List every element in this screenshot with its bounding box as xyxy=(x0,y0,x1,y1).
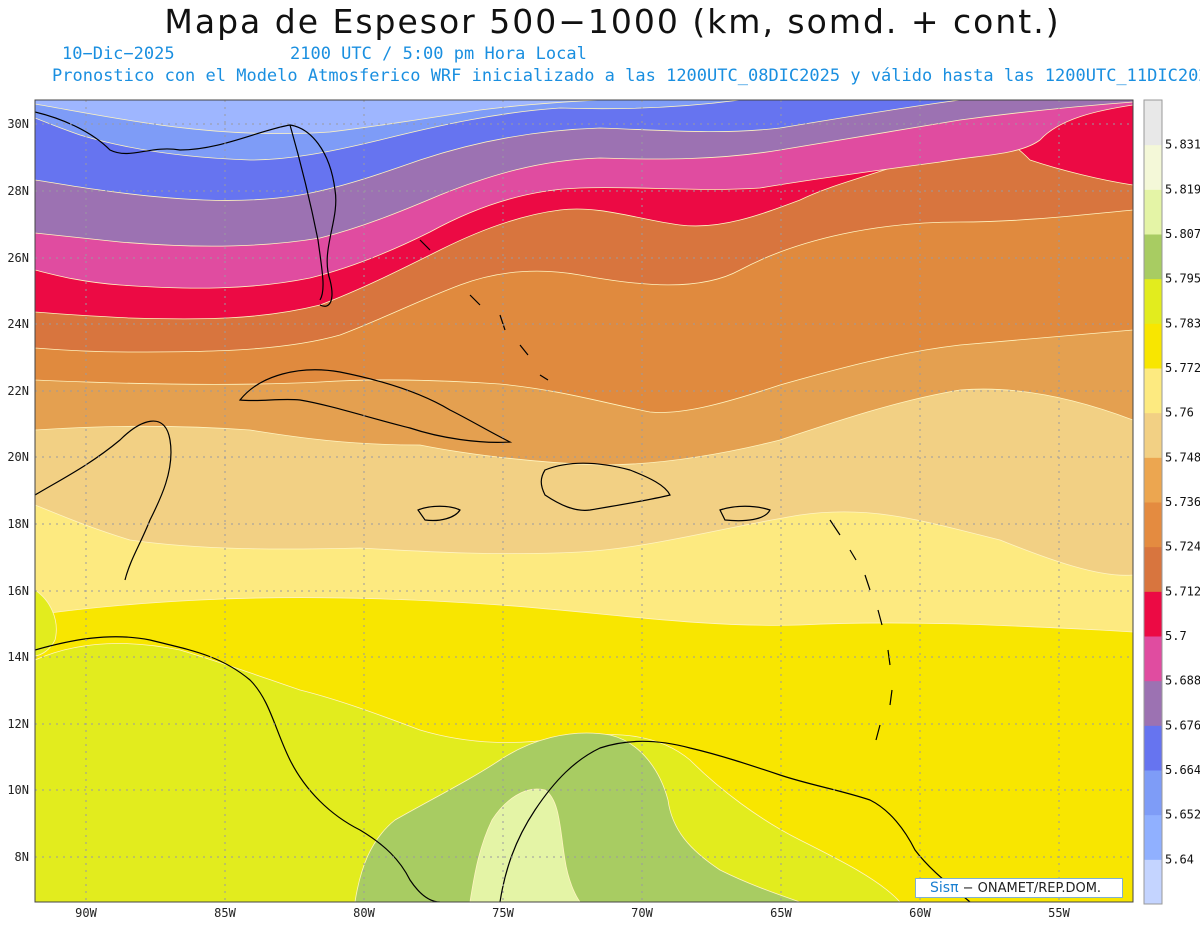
lat-tick: 10N xyxy=(7,783,29,797)
colorbar-label: 5.76 xyxy=(1165,406,1194,420)
central-america xyxy=(35,636,441,902)
lon-tick: 75W xyxy=(492,906,514,920)
colorbar-swatch xyxy=(1144,278,1162,324)
colorbar-label: 5.736 xyxy=(1165,495,1200,509)
lon-tick: 55W xyxy=(1048,906,1070,920)
lat-tick: 14N xyxy=(7,650,29,664)
band-5.783 xyxy=(35,643,901,902)
colorbar-swatch xyxy=(1144,323,1162,369)
lon-tick: 70W xyxy=(631,906,653,920)
cuba xyxy=(238,369,513,443)
colorbar-swatch xyxy=(1144,234,1162,280)
south-america-coast xyxy=(499,740,971,902)
colorbar-label: 5.772 xyxy=(1165,361,1200,375)
colorbar-label: 5.807 xyxy=(1165,227,1200,241)
colorbar-swatch xyxy=(1144,144,1162,190)
colorbar-label: 5.712 xyxy=(1165,584,1200,598)
colorbar-swatch xyxy=(1144,725,1162,771)
lat-tick: 8N xyxy=(15,850,29,864)
colorbar-frame xyxy=(1143,99,1163,905)
jamaica xyxy=(417,505,461,522)
band-5.807 xyxy=(469,788,581,902)
yucatan xyxy=(35,420,172,581)
colorbar-swatch xyxy=(1144,680,1162,726)
colorbar-swatch xyxy=(1144,814,1162,860)
lon-tick: 80W xyxy=(353,906,375,920)
colorbar-label: 5.783 xyxy=(1165,316,1200,330)
lon-tick: 65W xyxy=(770,906,792,920)
colorbar-swatch xyxy=(1144,859,1162,905)
colorbar-label: 5.7 xyxy=(1165,629,1187,643)
lon-tick: 60W xyxy=(909,906,931,920)
gulf-coast xyxy=(35,111,337,307)
colorbar-swatch xyxy=(1144,457,1162,503)
lon-tick: 85W xyxy=(214,906,236,920)
colorbar-swatch xyxy=(1144,100,1162,146)
map-frame xyxy=(34,99,1134,903)
colorbar-label: 5.819 xyxy=(1165,182,1200,196)
colorbar-label: 5.831 xyxy=(1165,138,1200,152)
lat-tick: 30N xyxy=(7,117,29,131)
sispi-logo: Sisπ xyxy=(930,880,959,896)
thickness-bands xyxy=(35,100,1133,902)
lat-tick: 24N xyxy=(7,317,29,331)
lat-tick: 18N xyxy=(7,517,29,531)
colorbar-label: 5.652 xyxy=(1165,808,1200,822)
lat-axis: 30N 28N 26N 24N 22N 20N 18N 16N 14N 12N … xyxy=(7,117,29,864)
bahamas xyxy=(419,239,549,381)
colorbar-swatch xyxy=(1144,770,1162,816)
lat-tick: 26N xyxy=(7,251,29,265)
lat-tick: 16N xyxy=(7,584,29,598)
colorbar-swatch xyxy=(1144,189,1162,235)
colorbar-label: 5.64 xyxy=(1165,852,1194,866)
lat-tick: 20N xyxy=(7,450,29,464)
map-title: Mapa de Espesor 500−1000 (km, somd. + co… xyxy=(164,2,1061,41)
colorbar-swatch xyxy=(1144,591,1162,637)
credit-text: − ONAMET/REP.DOM. xyxy=(962,881,1102,896)
credit-box: Sisπ − ONAMET/REP.DOM. xyxy=(915,878,1123,898)
colorbar-swatch xyxy=(1144,412,1162,458)
colorbar-label: 5.688 xyxy=(1165,674,1200,688)
colorbar-label: 5.795 xyxy=(1165,272,1200,286)
colorbar-label: 5.664 xyxy=(1165,763,1200,777)
band-warm-west xyxy=(35,589,57,657)
colorbar-swatch xyxy=(1144,368,1162,414)
forecast-time: 2100 UTC / 5:00 pm Hora Local xyxy=(290,44,587,64)
colorbar-swatch xyxy=(1144,502,1162,548)
colorbar-label: 5.748 xyxy=(1165,450,1200,464)
band-coldest xyxy=(35,100,601,134)
lat-tick: 28N xyxy=(7,184,29,198)
lat-tick: 12N xyxy=(7,717,29,731)
colorbar: 5.64 5.652 5.664 5.676 5.688 5.7 5.712 5.724 5.7… xyxy=(1143,99,1200,905)
colorbar-swatch xyxy=(1144,636,1162,682)
puerto-rico xyxy=(719,505,771,522)
band-5.795 xyxy=(354,732,801,902)
colorbar-label: 5.676 xyxy=(1165,718,1200,732)
colorbar-swatch xyxy=(1144,546,1162,592)
forecast-date: 10−Dic−2025 xyxy=(62,44,175,64)
coastlines xyxy=(35,111,971,902)
lat-tick: 22N xyxy=(7,384,29,398)
forecast-description: Pronostico con el Modelo Atmosferico WRF… xyxy=(52,66,1200,86)
lon-tick: 90W xyxy=(75,906,97,920)
map-grid xyxy=(35,100,1133,902)
colorbar-label: 5.724 xyxy=(1165,540,1200,554)
florida-peninsula xyxy=(289,124,324,301)
lon-axis: 90W 85W 80W 75W 70W 65W 60W 55W xyxy=(75,906,1070,920)
